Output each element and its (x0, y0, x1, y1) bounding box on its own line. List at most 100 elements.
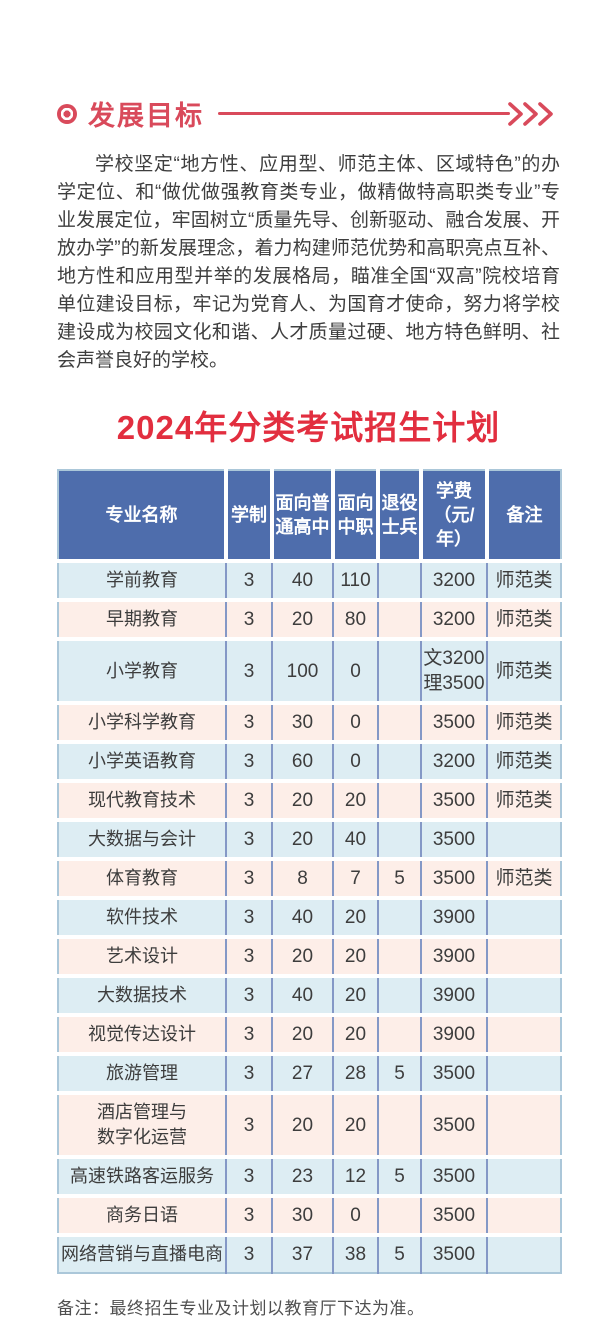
cell-regular_hs: 20 (271, 598, 333, 639)
cell-note (486, 1052, 561, 1093)
decorative-rule (218, 112, 510, 115)
table-row: 高速铁路客运服务 3 23 12 5 3500 (58, 1155, 561, 1196)
cell-regular_hs: 8 (271, 857, 333, 898)
cell-regular_hs: 20 (271, 1091, 333, 1157)
cell-veterans (377, 740, 421, 781)
cell-tuition: 3200 (420, 598, 487, 639)
target-bullet-icon (57, 103, 77, 124)
cell-major: 商务日语 (58, 1194, 226, 1235)
cell-vocational: 40 (332, 818, 378, 859)
cell-vocational: 7 (332, 857, 378, 898)
cell-regular_hs: 40 (271, 559, 333, 600)
cell-years: 3 (225, 974, 272, 1015)
cell-vocational: 20 (332, 1091, 378, 1157)
cell-vocational: 80 (332, 598, 378, 639)
cell-tuition: 3500 (420, 1052, 487, 1093)
cell-vocational: 20 (332, 935, 378, 976)
cell-regular_hs: 60 (271, 740, 333, 781)
cell-tuition: 3500 (420, 779, 487, 820)
cell-regular_hs: 20 (271, 935, 333, 976)
cell-note: 师范类 (486, 857, 561, 898)
cell-vocational: 110 (332, 559, 378, 600)
cell-vocational: 12 (332, 1155, 378, 1196)
cell-tuition: 3500 (420, 857, 487, 898)
cell-major: 小学科学教育 (58, 701, 226, 742)
table-row: 商务日语 3 30 0 3500 (58, 1194, 561, 1235)
cell-years: 3 (225, 896, 272, 937)
cell-note (486, 1155, 561, 1196)
cell-major: 旅游管理 (58, 1052, 226, 1093)
cell-vocational: 0 (332, 701, 378, 742)
cell-veterans (377, 637, 421, 703)
cell-note: 师范类 (486, 559, 561, 600)
cell-veterans (377, 779, 421, 820)
column-header-major: 专业名称 (58, 470, 226, 561)
intro-paragraph: 学校坚定“地方性、应用型、师范主体、区域特色”的办学定位、和“做优做强教育类专业… (57, 154, 560, 371)
cell-veterans (377, 896, 421, 937)
cell-note (486, 1013, 561, 1054)
enrollment-plan-table: 专业名称 学制 面向普 通高中 面向 中职 退役 士兵 学费 （元/年） 备注 学前教育 3 4… (57, 469, 562, 1274)
footnote: 备注：最终招生专业及计划以教育厅下达为准。 (57, 1299, 425, 1318)
cell-veterans (377, 598, 421, 639)
cell-regular_hs: 20 (271, 1013, 333, 1054)
cell-note: 师范类 (486, 598, 561, 639)
cell-years: 3 (225, 935, 272, 976)
cell-regular_hs: 27 (271, 1052, 333, 1093)
column-header-tuition: 学费 （元/年） (419, 470, 487, 561)
cell-major: 早期教育 (58, 598, 226, 639)
cell-tuition: 3500 (420, 1194, 487, 1235)
cell-tuition: 3900 (420, 1013, 487, 1054)
table-row: 视觉传达设计 3 20 20 3900 (58, 1013, 561, 1054)
column-header-note: 备注 (485, 470, 561, 561)
cell-regular_hs: 20 (271, 818, 333, 859)
table-row: 艺术设计 3 20 20 3900 (58, 935, 561, 976)
cell-years: 3 (225, 637, 272, 703)
cell-tuition: 3500 (420, 1233, 487, 1273)
table-header-row: 专业名称 学制 面向普 通高中 面向 中职 退役 士兵 学费 （元/年） 备注 (58, 470, 561, 561)
cell-years: 3 (225, 779, 272, 820)
cell-veterans: 5 (377, 1052, 421, 1093)
cell-vocational: 28 (332, 1052, 378, 1093)
column-header-veterans: 退役 士兵 (376, 470, 421, 561)
cell-tuition: 3900 (420, 896, 487, 937)
cell-tuition: 3200 (420, 740, 487, 781)
cell-tuition: 3500 (420, 818, 487, 859)
cell-years: 3 (225, 1013, 272, 1054)
table-row: 旅游管理 3 27 28 5 3500 (58, 1052, 561, 1093)
cell-vocational: 20 (332, 896, 378, 937)
cell-regular_hs: 37 (271, 1233, 333, 1273)
cell-major: 酒店管理与 数字化运营 (58, 1091, 226, 1157)
cell-note (486, 896, 561, 937)
cell-note: 师范类 (486, 637, 561, 703)
cell-note (486, 818, 561, 859)
cell-tuition: 3200 (420, 559, 487, 600)
table-row: 现代教育技术 3 20 20 3500 师范类 (58, 779, 561, 820)
cell-veterans (377, 1194, 421, 1235)
cell-tuition: 3500 (420, 1155, 487, 1196)
cell-veterans (377, 1091, 421, 1157)
cell-veterans (377, 1013, 421, 1054)
cell-years: 3 (225, 818, 272, 859)
cell-years: 3 (225, 1155, 272, 1196)
cell-veterans (377, 935, 421, 976)
table-body: 学前教育 3 40 110 3200 师范类 早期教育 3 20 80 3200 师范类 小学教育 3 10… (58, 559, 561, 1273)
cell-veterans (377, 974, 421, 1015)
cell-years: 3 (225, 1052, 272, 1093)
cell-major: 软件技术 (58, 896, 226, 937)
cell-major: 现代教育技术 (58, 779, 226, 820)
cell-note: 师范类 (486, 701, 561, 742)
cell-major: 网络营销与直播电商 (58, 1233, 226, 1273)
table-row: 学前教育 3 40 110 3200 师范类 (58, 559, 561, 600)
cell-years: 3 (225, 857, 272, 898)
cell-years: 3 (225, 1233, 272, 1273)
cell-vocational: 0 (332, 1194, 378, 1235)
cell-tuition: 3900 (420, 974, 487, 1015)
cell-tuition: 3500 (420, 1091, 487, 1157)
cell-years: 3 (225, 1194, 272, 1235)
cell-regular_hs: 30 (271, 701, 333, 742)
table-row: 软件技术 3 40 20 3900 (58, 896, 561, 937)
table-row: 体育教育 3 8 7 5 3500 师范类 (58, 857, 561, 898)
cell-major: 学前教育 (58, 559, 226, 600)
cell-regular_hs: 20 (271, 779, 333, 820)
